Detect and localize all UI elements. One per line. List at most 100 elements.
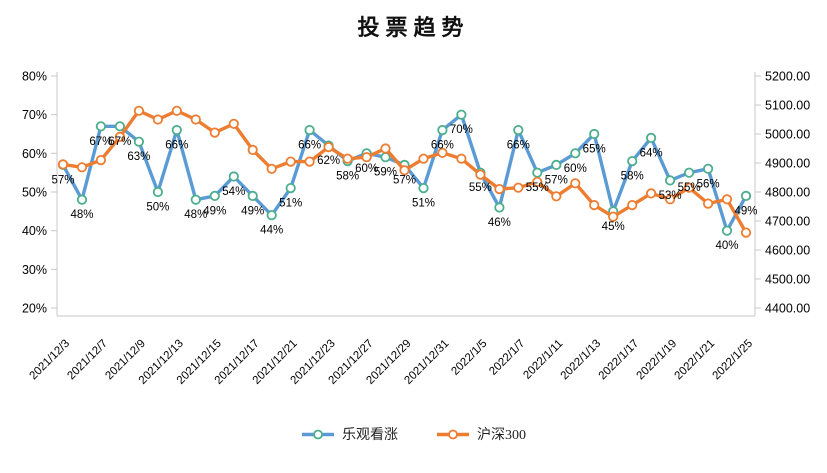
data-point-marker: [361, 152, 372, 163]
left-axis-tick-label: 60%: [22, 147, 47, 161]
data-point-label: 56%: [697, 178, 720, 190]
data-point-label: 66%: [165, 140, 188, 152]
data-point-marker: [721, 194, 733, 205]
data-point-marker: [740, 227, 752, 238]
data-point-marker: [266, 210, 277, 221]
data-point-marker: [418, 183, 429, 194]
x-axis-tick-label: 2022/1/25: [710, 338, 755, 383]
left-axis-tick-label: 80%: [22, 70, 47, 84]
x-axis-tick-label: 2022/1/19: [635, 338, 680, 383]
left-axis-tick-label: 20%: [22, 302, 47, 316]
data-point-label: 44%: [260, 225, 283, 237]
data-point-label: 66%: [507, 140, 530, 152]
data-point-label: 59%: [374, 167, 397, 179]
data-point-marker: [418, 153, 429, 164]
data-labels: 57%48%67%67%63%50%66%48%49%54%49%44%51%6…: [51, 124, 757, 252]
data-point-label: 66%: [431, 140, 454, 152]
data-point-marker: [513, 125, 524, 136]
data-point-marker: [247, 144, 258, 155]
data-point-label: 49%: [734, 205, 757, 217]
left-axis-tick-label: 40%: [22, 224, 47, 238]
data-point-marker: [664, 194, 676, 205]
data-point-marker: [570, 178, 581, 189]
right-axis-tick-label: 4600.00: [765, 244, 810, 258]
data-point-marker: [683, 167, 695, 178]
x-axis-tick-label: 2022/1/17: [597, 338, 642, 383]
right-axis-tick-label: 4500.00: [765, 273, 810, 287]
data-point-label: 49%: [203, 205, 226, 217]
data-point-marker: [190, 194, 201, 205]
data-point-label: 50%: [146, 202, 169, 214]
data-point-marker: [228, 171, 239, 182]
data-point-marker: [76, 194, 88, 205]
legend-marker-orange: [448, 429, 458, 439]
data-point-marker: [399, 165, 410, 176]
left-axis-tick-label: 70%: [22, 108, 47, 122]
data-point-marker: [475, 169, 486, 180]
data-point-label: 48%: [184, 209, 207, 221]
data-point-label: 65%: [583, 144, 606, 156]
data-point-marker: [152, 186, 163, 198]
data-point-marker: [133, 136, 144, 147]
data-point-marker: [57, 159, 69, 170]
data-point-marker: [494, 202, 505, 213]
data-point-marker: [513, 182, 524, 193]
x-axis-tick-label: 2022/1/5: [449, 338, 489, 378]
x-axis-tick-label: 2022/1/13: [559, 338, 604, 383]
data-point-marker: [76, 162, 88, 173]
data-point-label: 51%: [412, 198, 435, 210]
data-point-marker: [380, 143, 391, 154]
legend-line-marker-icon: [437, 429, 469, 439]
data-point-label: 48%: [70, 209, 93, 221]
data-point-marker: [171, 125, 182, 136]
legend-item-csi300: 沪深300: [436, 424, 526, 444]
data-point-marker: [456, 153, 467, 164]
data-point-marker: [608, 211, 619, 222]
data-point-label: 55%: [678, 182, 701, 194]
data-point-label: 60%: [564, 163, 587, 175]
data-point-marker: [664, 175, 676, 186]
data-point-label: 64%: [640, 147, 663, 159]
data-point-marker: [437, 147, 448, 158]
data-point-marker: [323, 142, 334, 153]
data-point-label: 67%: [89, 136, 112, 148]
data-point-marker: [645, 132, 657, 143]
data-point-label: 53%: [659, 190, 682, 202]
data-point-marker: [627, 156, 638, 167]
data-point-marker: [114, 121, 126, 132]
data-point-label: 54%: [222, 186, 245, 198]
data-point-label: 60%: [355, 163, 378, 175]
data-point-marker: [645, 188, 657, 199]
data-point-marker: [721, 225, 733, 236]
data-point-marker: [152, 114, 163, 125]
data-point-marker: [285, 183, 296, 194]
data-point-marker: [190, 114, 201, 125]
legend: 乐观看涨 沪深300: [0, 424, 827, 444]
data-point-marker: [342, 153, 353, 164]
x-axis-tick-label: 2022/1/7: [487, 338, 527, 378]
data-point-marker: [114, 131, 126, 142]
right-axis-tick-label: 4700.00: [765, 215, 810, 229]
left-axis-labels: 80% 70% 60% 50% 40% 30% 20%: [22, 70, 57, 316]
data-point-marker: [209, 127, 220, 138]
x-axis-tick-label: 2022/1/21: [673, 338, 718, 383]
legend-marker-blue: [313, 429, 323, 439]
data-point-marker: [627, 200, 638, 211]
right-axis-tick-label: 4800.00: [765, 186, 810, 200]
data-point-label: 67%: [108, 136, 131, 148]
data-point-label: 49%: [241, 205, 264, 217]
data-point-label: 63%: [127, 151, 150, 163]
right-axis-tick-label: 5100.00: [765, 99, 810, 113]
axes: [56, 72, 756, 317]
series-csi300: [57, 105, 752, 238]
x-axis-labels: 2021/12/32021/12/72021/12/92021/12/13202…: [27, 338, 755, 387]
data-point-marker: [285, 156, 296, 167]
data-point-marker: [740, 190, 752, 201]
x-axis-tick-label: 2021/12/7: [65, 338, 110, 383]
data-point-marker: [551, 191, 562, 202]
data-point-label: 55%: [469, 182, 492, 194]
data-point-label: 51%: [279, 198, 302, 210]
data-point-label: 40%: [715, 240, 738, 252]
